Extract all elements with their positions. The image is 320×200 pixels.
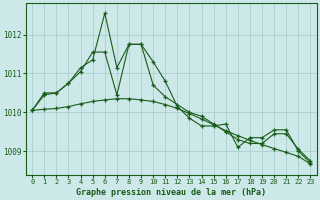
X-axis label: Graphe pression niveau de la mer (hPa): Graphe pression niveau de la mer (hPa) — [76, 188, 266, 197]
